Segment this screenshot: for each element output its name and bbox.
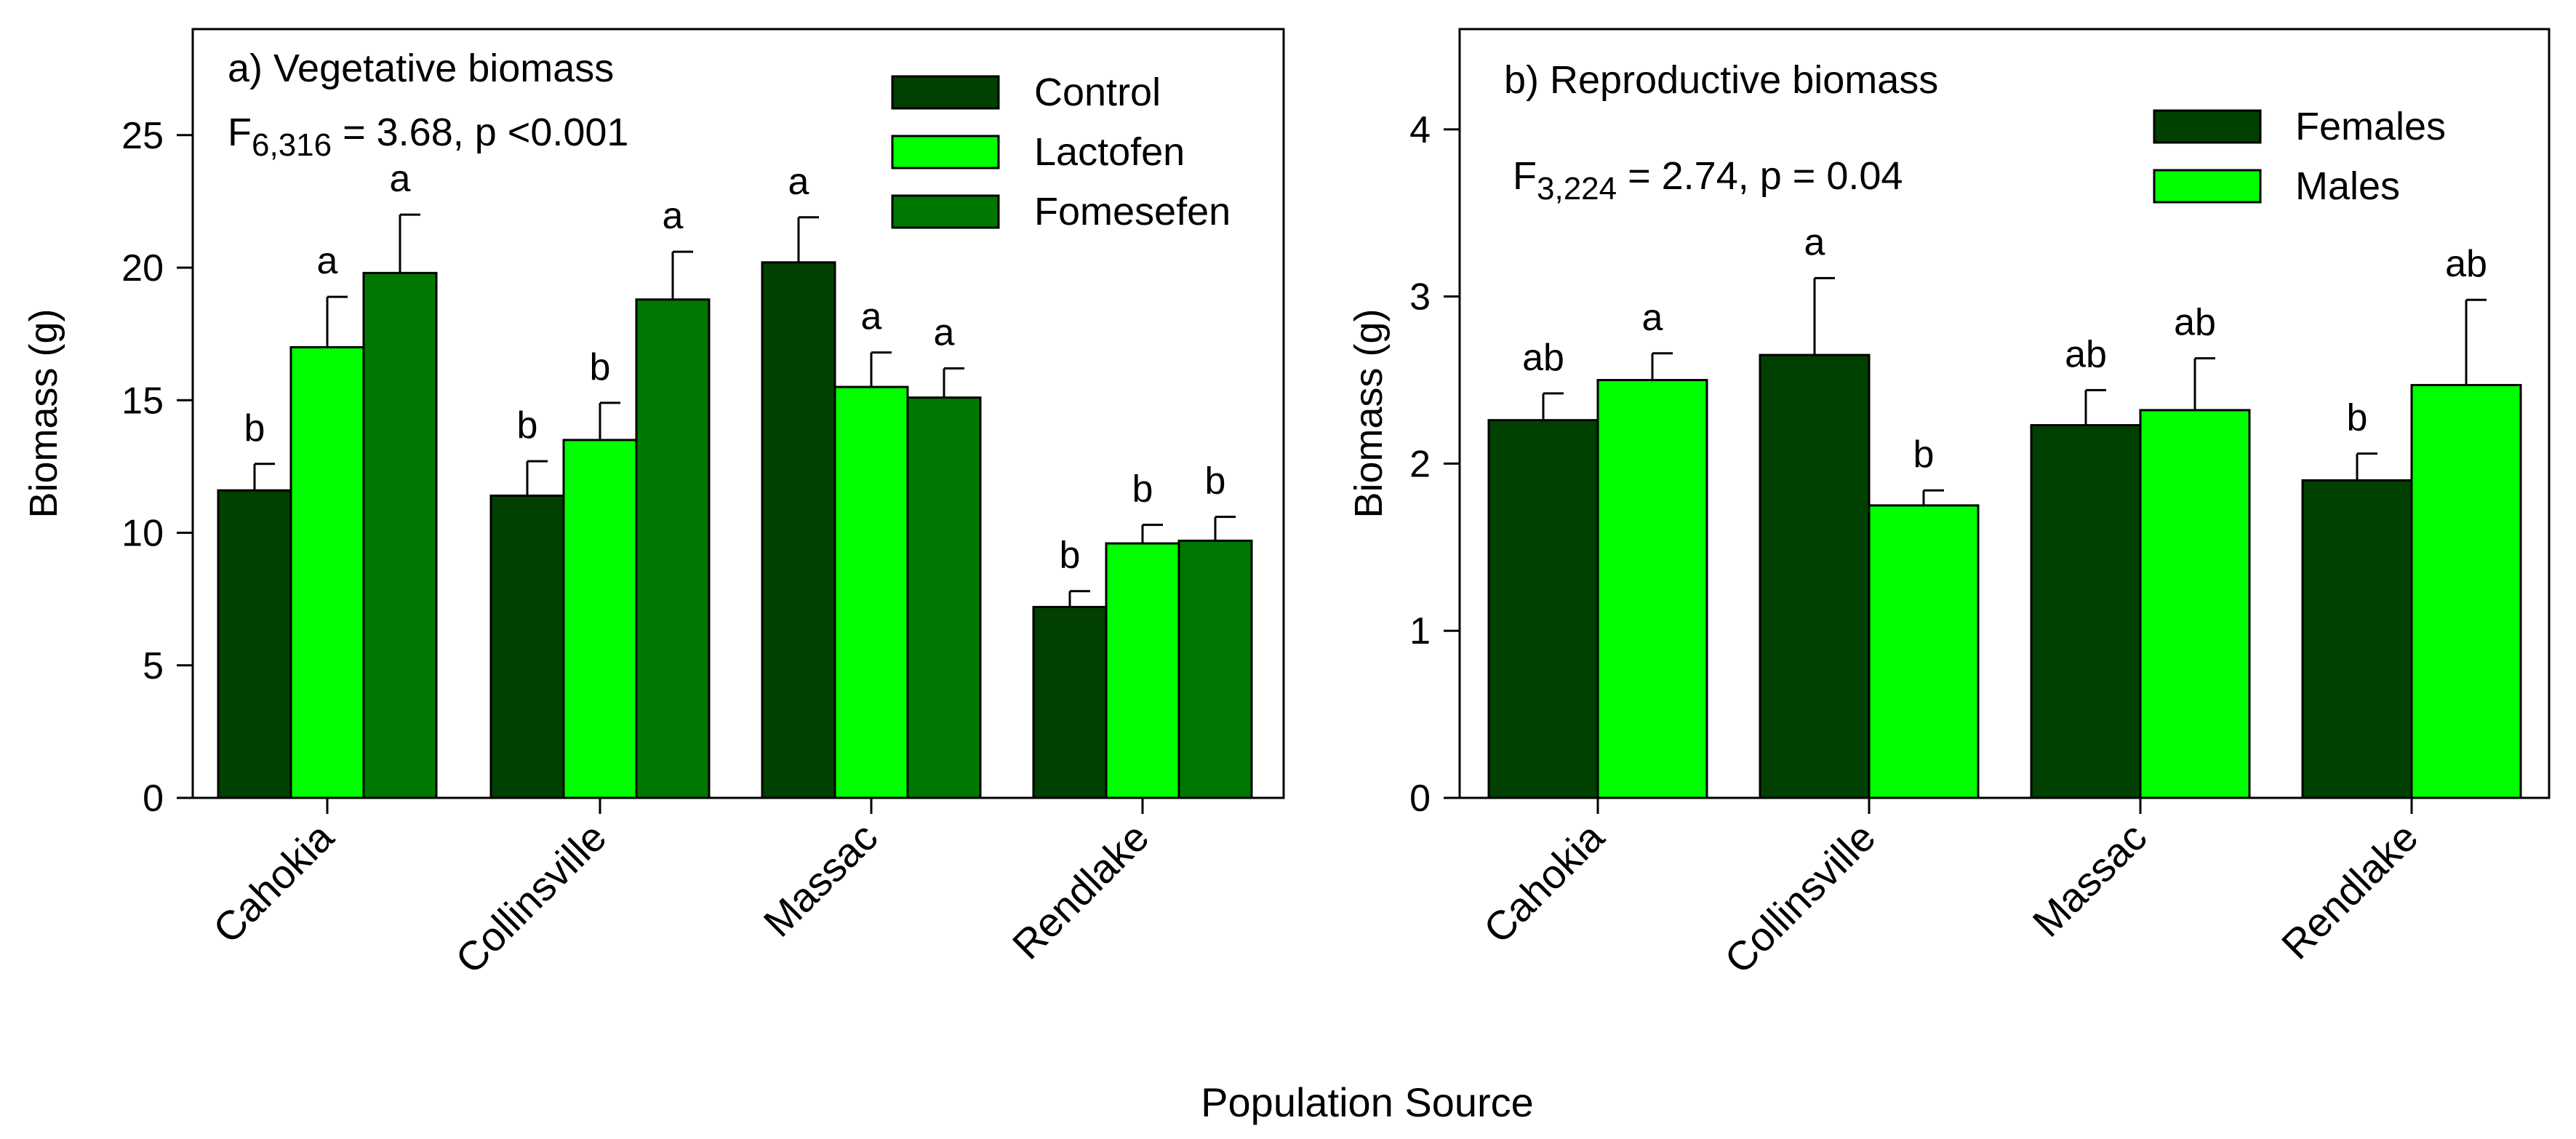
stat-subscript-a: 6,316: [252, 127, 332, 163]
bar-a-lactofen-massac: [833, 385, 909, 799]
x-category-label-a-collinsville: Collinsville: [447, 814, 615, 983]
bar-a-fomesefen-rendlake: [1177, 539, 1253, 799]
bar-b-females-massac: [2030, 424, 2142, 799]
bar-b-females-collinsville: [1759, 353, 1871, 799]
significance-letter-b: ab: [2065, 333, 2107, 375]
panel-a-vegetative-biomass: b b a b a b a b a a a b 0 5 10 15 20 25 Cahokia Collinsvill…: [22, 28, 1285, 983]
significance-letter-b: a: [1804, 221, 1825, 263]
bar-b-females-cahokia: [1487, 419, 1599, 799]
significance-letter-a: b: [244, 407, 265, 449]
legend-swatch-b-females: [2153, 109, 2262, 144]
significance-letter-a: a: [663, 195, 684, 237]
legend-label-a-fomesefen: Fomesefen: [1034, 190, 1231, 233]
x-category-label-b-cahokia: Cahokia: [1475, 813, 1613, 951]
stat-text-b: F3,224 = 2.74, p = 0.04: [1513, 154, 1903, 207]
bar-a-control-rendlake: [1032, 606, 1108, 799]
figure-x-axis-title: Population Source: [1201, 1079, 1534, 1125]
y-tick-label-a: 15: [121, 380, 164, 422]
y-tick-label-b: 3: [1409, 276, 1431, 319]
significance-letter-a: a: [861, 296, 882, 338]
bar-a-lactofen-cahokia: [289, 345, 365, 799]
y-tick-label-a: 10: [121, 513, 164, 555]
bar-a-lactofen-collinsville: [562, 439, 638, 799]
significance-letter-b: b: [1913, 433, 1935, 476]
x-category-label-a-cahokia: Cahokia: [204, 813, 343, 951]
plot-frame-a: [191, 28, 1285, 799]
y-tick-label-b: 2: [1409, 443, 1431, 485]
bar-a-fomesefen-collinsville: [635, 298, 711, 799]
legend-swatch-b-males: [2153, 169, 2262, 204]
significance-letter-b: b: [2347, 397, 2368, 439]
y-tick-label-a: 20: [121, 247, 164, 289]
significance-letter-b: ab: [1522, 337, 1564, 379]
bar-a-control-collinsville: [489, 494, 565, 799]
bar-b-females-rendlake: [2301, 479, 2413, 799]
legend-label-b-males: Males: [2295, 164, 2400, 208]
x-category-label-b-collinsville: Collinsville: [1716, 814, 1884, 983]
bar-b-males-massac: [2139, 409, 2251, 799]
x-category-label-b-massac: Massac: [2024, 814, 2156, 946]
x-category-label-a-rendlake: Rendlake: [1004, 814, 1158, 968]
bar-a-fomesefen-cahokia: [362, 271, 438, 799]
significance-letter-a: a: [317, 240, 338, 282]
y-tick-label-a: 0: [143, 778, 164, 820]
bar-a-control-cahokia: [217, 489, 292, 799]
significance-letter-a: a: [788, 161, 809, 203]
stat-f-a: F: [228, 111, 252, 154]
significance-letter-b: ab: [2174, 302, 2216, 344]
significance-letter-b: ab: [2445, 243, 2487, 285]
significance-letter-a: b: [1060, 535, 1081, 577]
legend-swatch-a-control: [891, 75, 1000, 110]
stat-value-b: = 2.74, p = 0.04: [1617, 154, 1903, 198]
bar-a-control-massac: [761, 261, 836, 799]
bar-b-males-collinsville: [1868, 504, 1980, 799]
legend-label-b-females: Females: [2295, 105, 2446, 148]
significance-letter-a: b: [590, 346, 611, 388]
legend-swatch-a-fomesefen: [891, 194, 1000, 229]
y-tick-label-b: 1: [1409, 610, 1431, 652]
y-tick-label-b: 4: [1409, 109, 1431, 151]
significance-letter-a: a: [390, 158, 411, 200]
stat-value-a: = 3.68, p <0.001: [332, 111, 628, 154]
bar-a-lactofen-rendlake: [1105, 542, 1180, 799]
y-tick-label-b: 0: [1409, 778, 1431, 820]
significance-letter-a: b: [517, 404, 538, 447]
y-axis-title-a: Biomass (g): [22, 308, 65, 518]
x-category-label-a-massac: Massac: [755, 814, 887, 946]
y-tick-label-a: 25: [121, 115, 164, 157]
stat-text-a: F6,316 = 3.68, p <0.001: [228, 111, 628, 163]
stat-f-b: F: [1513, 154, 1537, 198]
significance-letter-a: b: [1205, 460, 1226, 503]
panel-title-a: a) Vegetative biomass: [228, 47, 614, 90]
plot-frame-b: [1458, 28, 2551, 799]
y-axis-title-b: Biomass (g): [1347, 308, 1391, 518]
legend-swatch-a-lactofen: [891, 135, 1000, 169]
bar-b-males-cahokia: [1596, 379, 1708, 799]
x-category-label-b-rendlake: Rendlake: [2273, 814, 2427, 968]
legend-label-a-control: Control: [1034, 71, 1161, 114]
bar-b-males-rendlake: [2410, 383, 2522, 799]
bar-a-fomesefen-massac: [906, 396, 982, 799]
panel-title-b: b) Reproductive biomass: [1504, 58, 1938, 102]
significance-letter-b: a: [1642, 297, 1663, 339]
significance-letter-a: b: [1132, 468, 1153, 511]
significance-letter-a: a: [934, 312, 955, 354]
legend-label-a-lactofen: Lactofen: [1034, 130, 1185, 174]
y-tick-label-a: 5: [143, 645, 164, 687]
stat-subscript-b: 3,224: [1537, 171, 1617, 207]
